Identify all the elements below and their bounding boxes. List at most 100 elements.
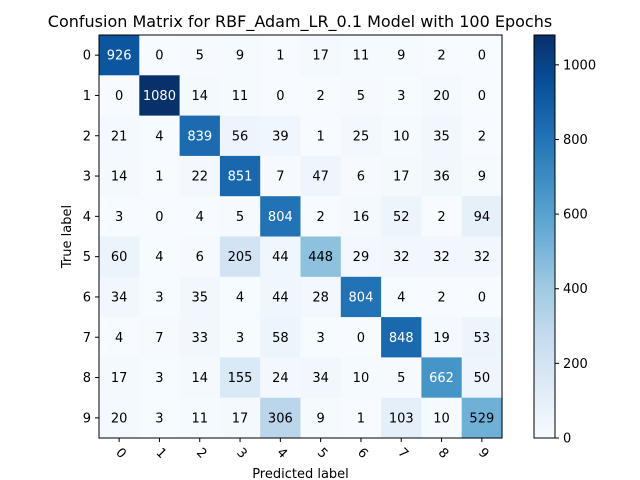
cell-value-0-6: 11 [353, 49, 370, 64]
heatmap-cell-8-6 [340, 357, 382, 399]
cell-value-7-3: 3 [236, 331, 244, 346]
cell-value-8-3: 155 [228, 371, 253, 386]
heatmap-cell-6-0 [99, 276, 140, 318]
cell-value-1-0: 0 [115, 89, 123, 104]
heatmap-cell-0-8 [421, 35, 463, 76]
cell-value-3-2: 22 [191, 170, 208, 185]
cell-value-1-9: 0 [478, 89, 486, 104]
heatmap-cells [99, 35, 503, 439]
x-tick-label-8: 8 [435, 445, 451, 461]
heatmap-cell-3-7 [381, 155, 422, 197]
heatmap-cell-0-2 [179, 35, 221, 76]
cell-value-9-2: 11 [191, 411, 208, 426]
cell-value-5-2: 6 [196, 250, 204, 265]
cell-value-7-5: 3 [317, 331, 325, 346]
heatmap-cell-6-2 [179, 276, 221, 318]
cell-value-3-8: 36 [433, 170, 450, 185]
heatmap-cell-8-4 [260, 357, 302, 399]
y-tick-label-4: 4 [83, 210, 91, 225]
heatmap-cell-5-8 [421, 236, 463, 278]
cell-value-6-0: 34 [111, 290, 128, 305]
heatmap-cell-0-0 [99, 35, 140, 76]
heatmap-cell-1-9 [461, 75, 503, 117]
heatmap-cell-6-6 [340, 276, 382, 318]
heatmap-cell-9-2 [179, 397, 221, 439]
cell-value-0-8: 2 [437, 49, 445, 64]
cell-value-8-8: 662 [429, 371, 454, 386]
heatmap-cell-4-3 [219, 196, 261, 238]
heatmap-cell-2-9 [461, 115, 503, 157]
heatmap-cell-labels: 926 0 5 9 1 17 11 9 2 00 1080 14 11 0 2 5 3 20 021 4 839 56 39… [107, 49, 495, 427]
cell-value-8-6: 10 [353, 371, 370, 386]
cell-value-9-3: 17 [232, 411, 249, 426]
heatmap-cell-9-7 [381, 397, 422, 439]
cell-value-6-6: 804 [349, 290, 374, 305]
cell-value-0-0: 926 [107, 49, 132, 64]
heatmap-cell-6-4 [260, 276, 302, 318]
cell-value-2-0: 21 [111, 129, 128, 144]
heatmap-cell-5-0 [99, 236, 140, 278]
cell-value-2-5: 1 [317, 129, 325, 144]
heatmap-cell-3-1 [139, 155, 181, 197]
y-axis-label: True label [60, 205, 75, 269]
heatmap-cell-8-0 [99, 357, 140, 399]
cell-value-2-9: 2 [478, 129, 486, 144]
cell-value-5-5: 448 [308, 250, 333, 265]
cell-value-8-9: 50 [474, 371, 491, 386]
cell-value-5-0: 60 [111, 250, 128, 265]
cell-value-9-1: 3 [155, 411, 163, 426]
heatmap-cell-7-2 [179, 317, 221, 358]
x-tick-label-3: 3 [233, 445, 249, 461]
cell-value-0-4: 1 [276, 49, 284, 64]
heatmap-cell-9-9 [461, 397, 503, 439]
heatmap-cell-1-6 [340, 75, 382, 117]
cell-value-7-4: 58 [272, 331, 289, 346]
cell-value-8-7: 5 [397, 371, 405, 386]
cell-value-3-9: 9 [478, 170, 486, 185]
heatmap-cell-2-4 [260, 115, 302, 157]
heatmap-cell-8-7 [381, 357, 422, 399]
heatmap-cell-0-9 [461, 35, 503, 76]
cell-value-4-1: 0 [155, 210, 163, 225]
heatmap-cell-8-8 [421, 357, 463, 399]
x-tick-label-4: 4 [274, 445, 290, 461]
heatmap-cell-6-7 [381, 276, 422, 318]
cell-value-9-4: 306 [268, 411, 293, 426]
heatmap-cell-0-6 [340, 35, 382, 76]
heatmap-cell-3-4 [260, 155, 302, 197]
cell-value-1-5: 2 [317, 89, 325, 104]
colorbar-tick-label-1: 200 [563, 357, 588, 372]
cell-value-6-9: 0 [478, 290, 486, 305]
cell-value-5-8: 32 [433, 250, 450, 265]
cell-value-5-3: 205 [228, 250, 253, 265]
y-tick-label-0: 0 [83, 49, 91, 64]
heatmap-cell-5-7 [381, 236, 422, 278]
colorbar [533, 34, 556, 439]
cell-value-2-4: 39 [272, 129, 289, 144]
cell-value-2-6: 25 [353, 129, 370, 144]
cell-value-2-8: 35 [433, 129, 450, 144]
heatmap-cell-9-0 [99, 397, 140, 439]
cell-value-4-8: 2 [437, 210, 445, 225]
heatmap-cell-2-6 [340, 115, 382, 157]
heatmap-cell-7-3 [219, 317, 261, 358]
cell-value-5-6: 29 [353, 250, 370, 265]
cell-value-1-4: 0 [276, 89, 284, 104]
heatmap-cell-1-7 [381, 75, 422, 117]
heatmap-cell-8-2 [179, 357, 221, 399]
heatmap-cell-1-5 [300, 75, 342, 117]
heatmap-cell-7-5 [300, 317, 342, 358]
heatmap-cell-1-1 [139, 75, 181, 117]
cell-value-2-3: 56 [232, 129, 249, 144]
heatmap-cell-8-9 [461, 357, 503, 399]
cell-value-6-8: 2 [437, 290, 445, 305]
cell-value-5-1: 4 [155, 250, 163, 265]
colorbar-tick-label-3: 600 [563, 208, 588, 223]
heatmap-cell-2-8 [421, 115, 463, 157]
cell-value-1-7: 3 [397, 89, 405, 104]
y-tick-label-9: 9 [83, 411, 91, 426]
cell-value-4-7: 52 [393, 210, 410, 225]
cell-value-6-3: 4 [236, 290, 244, 305]
colorbar-tick-label-0: 0 [563, 432, 571, 447]
cell-value-8-5: 34 [312, 371, 329, 386]
